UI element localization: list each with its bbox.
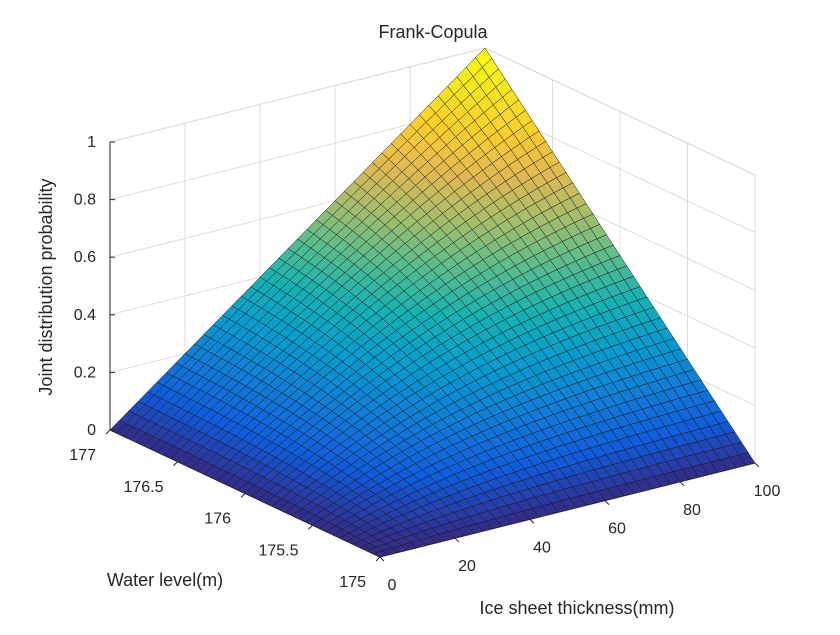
x-tick-mark	[529, 519, 535, 524]
chart-title: Frank-Copula	[378, 22, 488, 42]
box-top-edge-back	[109, 47, 486, 143]
y-tick-mark	[375, 556, 381, 562]
x-tick-label: 100	[754, 483, 781, 500]
z-tick-label: 1	[87, 134, 96, 151]
z-tick-label: 0.8	[74, 192, 96, 209]
x-tick-label: 80	[683, 502, 701, 519]
z-tick-label: 0.6	[74, 249, 96, 266]
x-tick-label: 60	[608, 521, 626, 538]
y-tick-label: 176.5	[123, 479, 163, 496]
y-tick-label: 175	[339, 574, 366, 591]
x-tick-mark	[454, 537, 460, 543]
y-tick-mark	[240, 493, 246, 498]
y-tick-mark	[105, 429, 111, 435]
y-tick-mark	[308, 524, 313, 530]
z-tick-label: 0.2	[74, 364, 96, 381]
y-tick-label: 176	[204, 511, 231, 528]
z-tick-label: 0.4	[74, 307, 96, 324]
x-axis-line	[379, 462, 756, 558]
box-top-edge-right	[484, 47, 756, 176]
x-tick-label: 0	[388, 577, 397, 594]
z-tick-label: 0	[87, 422, 96, 439]
surface-mesh	[109, 47, 756, 558]
y-tick-label: 175.5	[258, 542, 298, 559]
y-tick-mark	[173, 461, 178, 467]
y-tick-label: 177	[69, 447, 96, 464]
x-tick-label: 20	[458, 558, 476, 575]
x-tick-label: 40	[533, 539, 551, 556]
y-axis-label: Water level(m)	[107, 570, 223, 590]
x-tick-mark	[754, 462, 760, 468]
x-tick-mark	[379, 556, 385, 562]
z-axis-label: Joint distribution probability	[36, 178, 56, 395]
tick-labels: 0 20 40 60 80 100 175 175.5 176 176.5 177 0 0.2 0.4 0.…	[69, 134, 780, 594]
x-tick-mark	[604, 500, 610, 505]
x-tick-mark	[679, 481, 685, 487]
x-axis-label: Ice sheet thickness(mm)	[479, 598, 674, 618]
axes	[105, 141, 760, 562]
